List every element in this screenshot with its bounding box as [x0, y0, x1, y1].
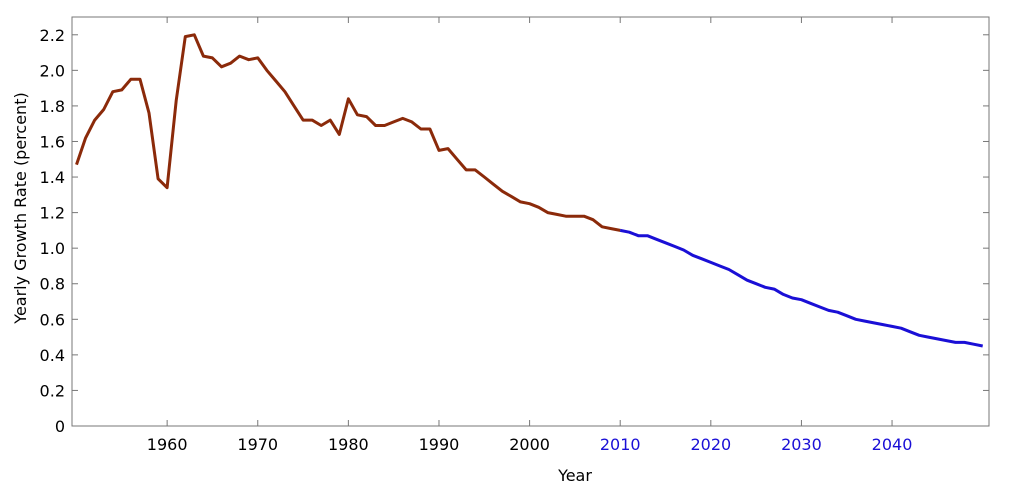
x-tick-label: 1980 [328, 435, 369, 454]
x-tick-label: 2040 [872, 435, 913, 454]
y-tick-label: 1.8 [40, 97, 65, 116]
y-tick-label: 0.8 [40, 275, 65, 294]
y-tick-label: 0.4 [40, 346, 65, 365]
x-axis-label: Year [557, 466, 592, 485]
y-tick-label: 1.2 [40, 204, 65, 223]
y-tick-label: 0.2 [40, 381, 65, 400]
x-tick-label: 1960 [147, 435, 188, 454]
y-tick-label: 1.0 [40, 239, 65, 258]
x-tick-label: 1990 [419, 435, 460, 454]
y-tick-label: 2.2 [40, 26, 65, 45]
y-axis-label: Yearly Growth Rate (percent) [11, 92, 30, 324]
y-tick-label: 0 [55, 417, 65, 436]
historical-series-line [75, 33, 621, 232]
projected-series-line [619, 228, 983, 348]
x-tick-label: 1970 [237, 435, 278, 454]
x-tick-label: 2030 [781, 435, 822, 454]
x-tick-label: 2020 [690, 435, 731, 454]
y-tick-label: 1.6 [40, 132, 65, 151]
y-tick-label: 1.4 [40, 168, 65, 187]
x-tick-label: 2010 [600, 435, 641, 454]
x-tick-label: 2000 [509, 435, 550, 454]
y-tick-label: 2.0 [40, 61, 65, 80]
y-tick-label: 0.6 [40, 310, 65, 329]
plot-frame [71, 16, 990, 427]
